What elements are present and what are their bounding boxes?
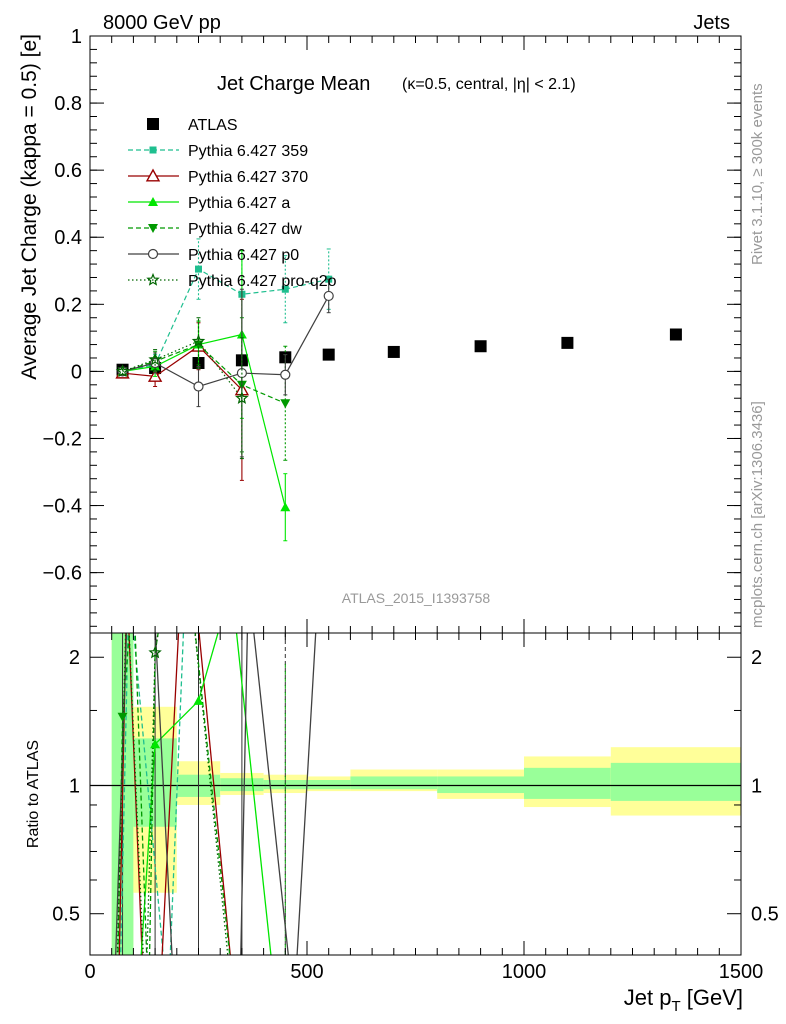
- ratio-line: [120, 633, 185, 955]
- legend-label: Pythia 6.427 pro-q2o: [188, 273, 337, 290]
- mcplots-label: mcplots.cern.ch [arXiv:1306.3436]: [749, 401, 766, 628]
- data-point: [561, 336, 574, 349]
- series-3: [117, 250, 291, 542]
- ratio-y-tick-label: 2: [69, 647, 80, 669]
- data-point: [280, 369, 291, 380]
- series-2: [115, 298, 250, 481]
- y-tick-label: 0.8: [54, 93, 82, 115]
- legend-marker: [149, 146, 157, 154]
- data-point: [115, 364, 130, 378]
- series-6: [115, 317, 249, 460]
- header-left-label: 8000 GeV pp: [103, 12, 221, 34]
- ratio-y-tick-label: 1: [69, 775, 80, 797]
- series-line: [122, 345, 243, 391]
- data-point: [148, 352, 162, 366]
- legend-marker: [145, 168, 161, 182]
- ratio-y-axis-label: Ratio to ATLAS: [25, 740, 42, 848]
- stat-uncertainty-band: [437, 776, 524, 794]
- y-tick-label: −0.4: [43, 496, 82, 518]
- x-tick-label: 0: [84, 961, 95, 983]
- analysis-tag: ATLAS_2015_I1393758: [342, 590, 491, 606]
- header-right-label: Jets: [693, 12, 730, 34]
- data-point: [281, 285, 289, 293]
- ratio-point: [117, 712, 128, 722]
- ratio-y-tick-label-right: 0.5: [751, 904, 779, 926]
- data-point: [191, 334, 206, 348]
- y-tick-label: 0: [71, 361, 82, 383]
- data-point: [669, 328, 682, 341]
- y-tick-label: 0.6: [54, 160, 82, 182]
- ratio-point: [148, 645, 162, 659]
- y-tick-label: 0.4: [54, 227, 82, 249]
- ratio-y-tick-label-right: 1: [751, 775, 762, 797]
- data-point: [323, 290, 334, 302]
- main-plot-subtitle: (κ=0.5, central, |η| < 2.1): [402, 76, 576, 93]
- legend-label: Pythia 6.427 a: [188, 195, 290, 212]
- series-line: [122, 340, 243, 399]
- ratio-series-0: [120, 633, 185, 955]
- stat-uncertainty-band: [610, 762, 741, 801]
- series-line: [122, 295, 330, 388]
- ratio-line: [116, 633, 229, 955]
- legend-label: Pythia 6.427 370: [188, 169, 308, 186]
- data-point: [387, 345, 400, 358]
- legend-marker: [147, 248, 159, 260]
- ratio-series-5: [116, 633, 229, 955]
- y-tick-label: −0.2: [43, 428, 82, 450]
- stat-uncertainty-band: [350, 776, 438, 790]
- ratio-point: [150, 739, 161, 749]
- ratio-plot: 0.5 0.5 1 1 2 2 0 500 1000 1500 Ratio to ATLAS Je…: [25, 632, 779, 1015]
- ratio-y-tick-label: 0.5: [52, 904, 80, 926]
- legend-label: Pythia 6.427 dw: [188, 221, 302, 238]
- legend: ATLAS Pythia 6.427 359 Pythia 6.427 370 Pyt…: [128, 117, 337, 290]
- stat-uncertainty-band: [307, 780, 351, 790]
- ratio-plot-curves: [90, 633, 741, 955]
- data-point: [235, 391, 249, 405]
- x-axis-label: Jet pT [GeV]: [624, 985, 743, 1015]
- legend-label: Pythia 6.427 p0: [188, 247, 299, 264]
- x-tick-label: 1000: [502, 961, 547, 983]
- ratio-y-tick-label-right: 2: [751, 647, 762, 669]
- data-point: [280, 502, 291, 512]
- series-line: [122, 268, 329, 372]
- x-tick-label: 1500: [719, 961, 764, 983]
- data-point: [193, 381, 204, 392]
- y-tick-label: 0.2: [54, 294, 82, 316]
- ratio-point: [193, 695, 204, 705]
- legend-label: Pythia 6.427 359: [188, 143, 308, 160]
- ratio-series-4: [115, 633, 317, 955]
- data-point: [195, 265, 202, 273]
- legend-marker: [146, 272, 160, 286]
- legend-marker: [148, 224, 158, 233]
- stat-uncertainty-band: [524, 767, 611, 799]
- main-plot: −0.6 −0.4 −0.2 0 0.2 0.4 0.6 0.8 1 Jet Charge Me…: [18, 26, 742, 634]
- ratio-plot-axes: 0.5 0.5 1 1 2 2 0 500 1000 1500: [52, 633, 779, 983]
- x-tick-label: 500: [290, 961, 323, 983]
- main-y-axis-label: Average Jet Charge (kappa = 0.5) [e]: [18, 34, 41, 380]
- rivet-version-label: Rivet 3.1.10, ≥ 300k events: [749, 83, 766, 265]
- main-plot-title: Jet Charge Mean: [217, 73, 370, 95]
- data-point: [280, 399, 291, 409]
- main-plot-curves: [115, 238, 682, 542]
- legend-label: ATLAS: [188, 117, 238, 134]
- series-0: [116, 328, 682, 376]
- legend-marker: [148, 197, 158, 206]
- data-point: [322, 348, 335, 361]
- ratio-line: [115, 633, 317, 955]
- legend-marker: [147, 118, 159, 130]
- data-point: [474, 340, 487, 353]
- y-tick-label: −0.6: [43, 563, 82, 585]
- main-plot-axes: −0.6 −0.4 −0.2 0 0.2 0.4 0.6 0.8 1: [43, 26, 742, 633]
- y-tick-label: 1: [71, 26, 82, 48]
